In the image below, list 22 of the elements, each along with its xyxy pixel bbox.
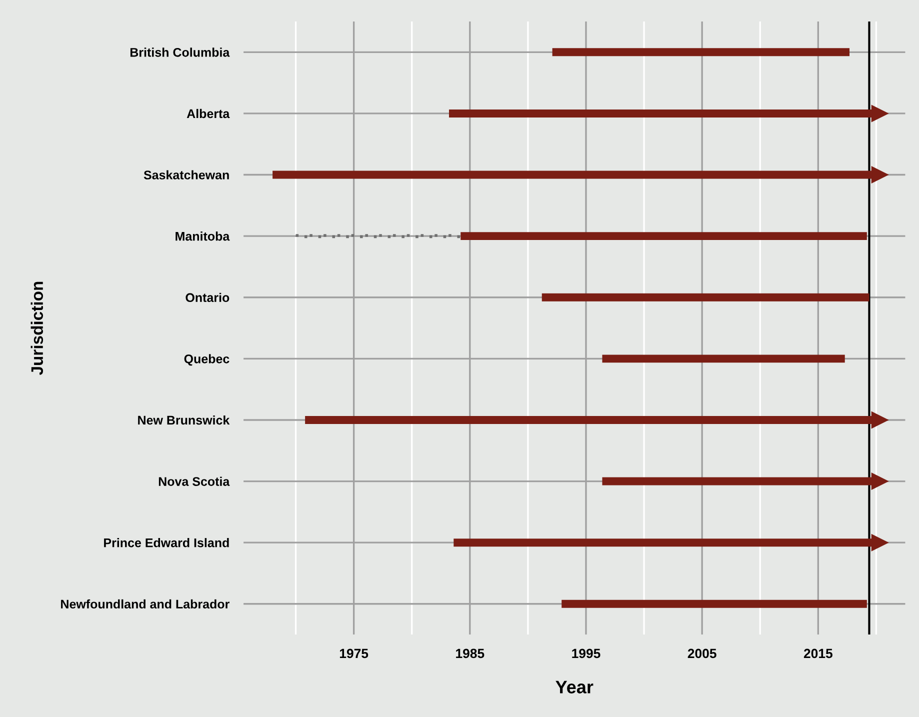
x-tick-label: 1995	[572, 648, 600, 658]
x-tick-label: 1975	[340, 648, 368, 658]
y-tick-label: British Columbia	[130, 48, 230, 57]
x-axis-title: Year	[556, 680, 594, 694]
y-tick-label: Manitoba	[176, 232, 230, 241]
y-tick-label: New Brunswick	[138, 415, 230, 425]
x-tick-label: 1985	[456, 648, 484, 658]
bar	[552, 48, 850, 56]
y-tick-label: Nova Scotia	[158, 476, 230, 486]
x-tick-label: 2005	[688, 648, 716, 658]
y-axis-title: Jurisdiction	[30, 282, 44, 375]
y-tick-label: Saskatchewan	[144, 170, 229, 180]
bar	[460, 232, 867, 240]
y-tick-label: Prince Edward Island	[104, 538, 229, 548]
x-tick-label: 2015	[804, 648, 832, 658]
y-tick-label: Ontario	[186, 292, 230, 302]
bar	[602, 354, 845, 363]
bar	[542, 293, 870, 302]
bar	[562, 600, 867, 608]
y-tick-label: Newfoundland and Labrador	[61, 599, 230, 609]
y-tick-label: Quebec	[184, 354, 230, 366]
y-tick-label: Alberta	[186, 108, 230, 118]
